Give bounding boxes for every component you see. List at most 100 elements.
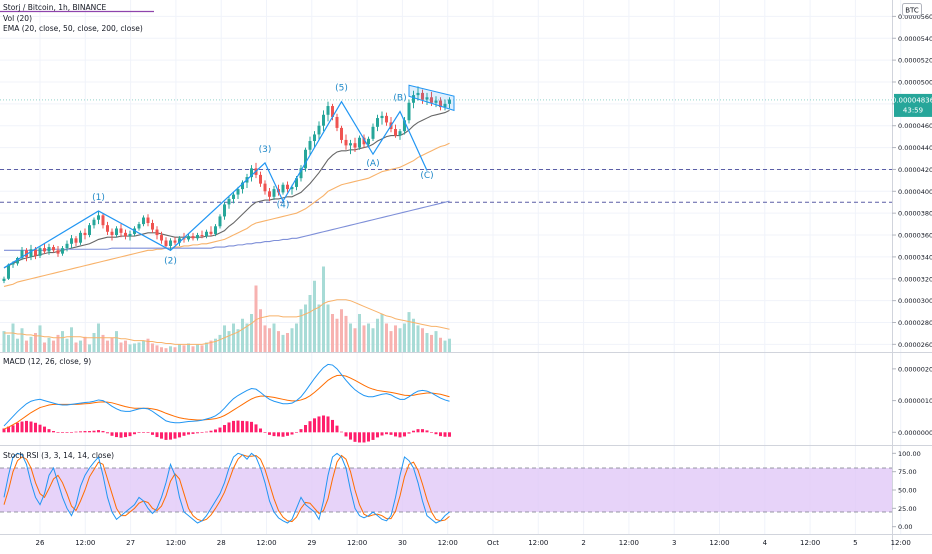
time-axis-label: 4 (763, 539, 768, 547)
macd-histogram-bar (7, 426, 10, 433)
time-axis[interactable]: 26 12:00 27 12:00 28 12:00 29 12:00 30 12:00 Oct 12… (36, 539, 911, 547)
macd-histogram-bar (97, 430, 100, 433)
volume-bar (304, 304, 307, 352)
macd-histogram-bar (430, 432, 433, 433)
macd-axis-label: 0.00000000 (898, 429, 932, 437)
time-axis-label: 12:00 (256, 539, 276, 547)
macd-histogram-bar (101, 431, 105, 433)
candle-body (142, 217, 145, 225)
currency-badge[interactable] (902, 3, 922, 16)
candle-body (281, 184, 285, 193)
macd-histogram-bar (371, 432, 375, 440)
stoch-rsi-legend[interactable]: Stoch RSI (3, 3, 14, 14, close) (3, 451, 114, 460)
time-axis-label: 27 (126, 539, 135, 547)
candle-body (344, 139, 348, 146)
volume-bar (430, 334, 433, 352)
volume-bar (182, 345, 186, 352)
volume-bar (254, 285, 258, 352)
ema-line (4, 200, 450, 251)
macd-histogram-bar (286, 432, 289, 436)
macd-histogram-bar (317, 416, 321, 433)
macd-legend[interactable]: MACD (12, 26, close, 9) (3, 357, 91, 366)
candle-body (299, 168, 303, 179)
macd-histogram-bar (142, 432, 145, 433)
macd-histogram-bar (20, 421, 24, 433)
candle-body (205, 231, 208, 237)
volume-bar (155, 345, 159, 352)
candle-body (376, 118, 379, 127)
candle-body (101, 215, 105, 226)
macd-histogram-bar (133, 432, 136, 435)
candle-body (227, 198, 231, 205)
symbol-title[interactable]: Storj / Bitcoin, 1h, BINANCE (3, 3, 106, 12)
volume-bar (412, 318, 415, 352)
volume-bar (223, 325, 226, 352)
macd-histogram-bar (160, 432, 163, 439)
macd-histogram-bar (92, 430, 96, 433)
macd-histogram-bar (196, 432, 199, 434)
candlesticks (2, 86, 451, 284)
candle-body (430, 97, 433, 103)
candle-body (250, 168, 253, 178)
volume-bar (250, 314, 253, 352)
volume-bar (340, 309, 343, 352)
macd-histogram-bar (349, 432, 352, 440)
volume-bar (295, 323, 298, 352)
time-axis-label: 5 (853, 539, 857, 547)
candle-body (187, 236, 190, 240)
macd-histogram-bar (263, 432, 267, 433)
ema-legend[interactable]: EMA (20, close, 50, close, 200, close) (3, 24, 143, 33)
volume-bar (344, 315, 348, 352)
candle-body (214, 226, 217, 234)
macd-histogram-bar (128, 432, 132, 437)
candle-body (403, 120, 406, 132)
wave-channel (408, 84, 455, 112)
macd-histogram-bar (362, 432, 366, 443)
macd-histogram-bar (16, 422, 19, 433)
macd-histogram-bar (353, 432, 357, 442)
volume-bar (358, 314, 361, 352)
volume-bar (128, 344, 132, 352)
candle-body (119, 228, 123, 233)
volume-bar (164, 348, 168, 352)
macd-histogram-bar (200, 432, 204, 433)
macd-histogram-bar (25, 420, 28, 433)
time-axis-label: 12:00 (438, 539, 458, 547)
candle-body (407, 102, 411, 121)
volume-bar (20, 328, 24, 352)
volume-bar (362, 325, 366, 352)
macd-histogram-bar (358, 432, 361, 443)
macd-histogram-bar (245, 421, 249, 433)
candle-body (70, 238, 73, 244)
volume-bar (205, 342, 208, 352)
macd-histogram-bar (250, 421, 253, 433)
candle-body (16, 257, 19, 264)
volume-legend[interactable]: Vol (20) (3, 14, 32, 23)
candle-body (128, 233, 132, 237)
macd-histogram-bar (254, 424, 258, 433)
macd-histogram-bar (259, 428, 262, 433)
volume-bar (16, 338, 19, 352)
volume-bar (425, 333, 429, 352)
volume-bar (385, 323, 388, 352)
macd-histogram-bar (295, 431, 298, 433)
last-price-value: 0.00004836 (892, 96, 932, 104)
volume-bar (173, 347, 177, 352)
candle-body (443, 103, 447, 108)
candle-body (155, 229, 159, 236)
stoch-axis-label: 100.00 (898, 450, 921, 458)
volume-bar (416, 325, 420, 352)
macd-histogram-bar (214, 429, 217, 433)
macd-histogram-bar (83, 431, 87, 433)
candle-body (416, 92, 420, 96)
time-axis-label: 12:00 (619, 539, 639, 547)
volume-bar (434, 331, 438, 352)
candle-body (371, 126, 375, 139)
volume-bar (25, 340, 28, 352)
macd-histogram-bar (376, 432, 379, 438)
macd-histogram-bar (178, 432, 181, 438)
